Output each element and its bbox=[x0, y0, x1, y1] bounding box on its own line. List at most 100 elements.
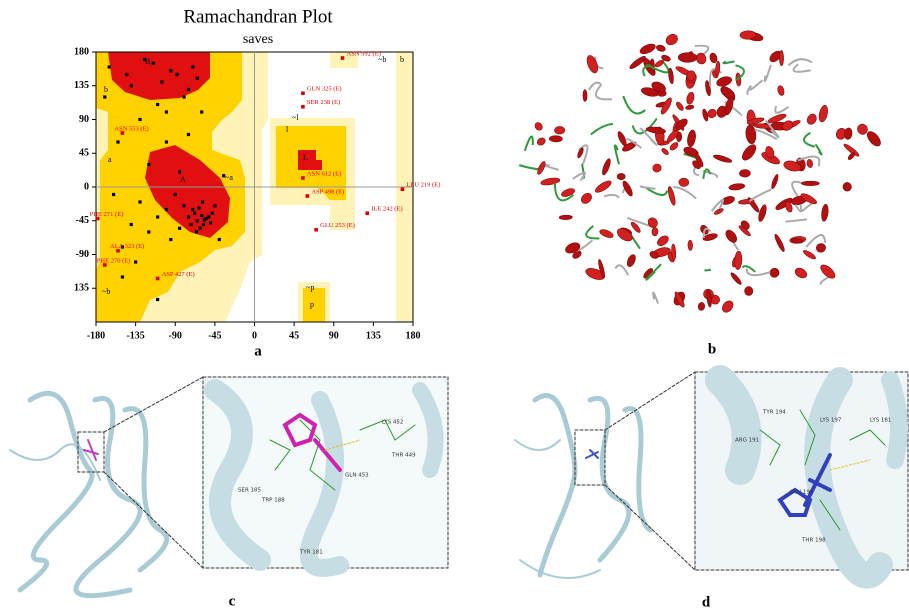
helix bbox=[667, 186, 677, 206]
helix bbox=[713, 153, 733, 163]
point bbox=[195, 230, 198, 233]
ligand bbox=[84, 440, 98, 460]
helix bbox=[818, 104, 830, 122]
coil bbox=[591, 124, 613, 134]
residue-label: THR 198 bbox=[801, 538, 826, 544]
coil bbox=[615, 265, 628, 275]
point bbox=[165, 140, 168, 143]
residue-label: SER 185 bbox=[238, 488, 262, 494]
coil bbox=[816, 144, 822, 154]
helix bbox=[773, 233, 786, 252]
helix bbox=[757, 204, 768, 222]
point bbox=[103, 95, 106, 98]
helix bbox=[583, 90, 587, 102]
panel-label: d bbox=[702, 594, 711, 610]
x-tick-label: 135 bbox=[366, 330, 381, 341]
region-label: p bbox=[310, 300, 314, 309]
region-label: b bbox=[400, 55, 404, 64]
loop bbox=[515, 440, 600, 578]
point bbox=[200, 214, 203, 217]
outlier-point bbox=[156, 277, 160, 281]
helix bbox=[715, 61, 720, 76]
helix bbox=[579, 191, 593, 205]
point bbox=[130, 84, 133, 87]
point bbox=[190, 223, 193, 226]
y-tick-label: 180 bbox=[74, 46, 89, 57]
point bbox=[187, 133, 190, 136]
point bbox=[222, 174, 225, 177]
helix bbox=[549, 135, 562, 142]
x-tick-label: -135 bbox=[126, 330, 144, 341]
helix bbox=[780, 119, 794, 133]
helix bbox=[723, 96, 735, 116]
helix bbox=[685, 104, 694, 110]
helix bbox=[805, 112, 818, 126]
helix bbox=[646, 216, 659, 230]
helix bbox=[802, 249, 817, 261]
point bbox=[207, 215, 210, 218]
point bbox=[178, 227, 181, 230]
point bbox=[213, 204, 216, 207]
point bbox=[182, 204, 185, 207]
helix bbox=[844, 127, 853, 139]
helix bbox=[686, 129, 697, 147]
protein-structure-d bbox=[515, 372, 908, 578]
outlier-label: ASP 498 (E) bbox=[311, 188, 344, 195]
point bbox=[178, 170, 181, 173]
outlier-label: GLN 325 (E) bbox=[307, 86, 342, 93]
point bbox=[147, 163, 150, 166]
point bbox=[191, 208, 194, 211]
helix bbox=[779, 50, 783, 65]
helix bbox=[594, 179, 613, 195]
outlier-point bbox=[301, 105, 305, 109]
y-tick-label: 135 bbox=[74, 283, 89, 294]
point bbox=[201, 200, 204, 203]
residue-label: ARG 191 bbox=[735, 438, 759, 444]
helix bbox=[777, 85, 785, 96]
helix bbox=[654, 59, 665, 68]
region-label: L bbox=[303, 153, 308, 162]
outlier-label: LEU 219 (E) bbox=[406, 182, 440, 189]
chart-subtitle: saves bbox=[243, 32, 273, 47]
point bbox=[116, 140, 119, 143]
point bbox=[202, 223, 205, 226]
helix bbox=[599, 228, 615, 239]
point bbox=[156, 215, 159, 218]
helix bbox=[730, 271, 743, 285]
coil bbox=[525, 136, 533, 150]
residue-label: LYS 181 bbox=[870, 418, 891, 424]
coil bbox=[775, 106, 788, 113]
helix bbox=[744, 286, 753, 296]
panel-label: a bbox=[254, 343, 262, 359]
helix bbox=[646, 126, 666, 135]
point bbox=[130, 223, 133, 226]
ribbon bbox=[590, 398, 629, 560]
helix bbox=[745, 125, 757, 145]
helix bbox=[639, 42, 657, 56]
helix bbox=[728, 183, 745, 191]
outlier-label: ASP 427 (E) bbox=[162, 271, 195, 278]
residue-label: TRP 188 bbox=[261, 498, 285, 504]
helix bbox=[843, 182, 852, 191]
helix bbox=[576, 147, 584, 158]
outlier-point bbox=[301, 91, 305, 95]
outlier-point bbox=[301, 176, 305, 180]
helix bbox=[686, 91, 696, 105]
x-tick-label: 180 bbox=[406, 330, 421, 341]
coil bbox=[804, 133, 815, 147]
region-label: a bbox=[108, 155, 112, 164]
point bbox=[175, 73, 178, 76]
helix bbox=[698, 302, 706, 311]
coil bbox=[794, 64, 811, 71]
point bbox=[218, 238, 221, 241]
coil bbox=[604, 195, 619, 198]
helix bbox=[734, 251, 742, 270]
helix bbox=[652, 227, 659, 236]
coil bbox=[796, 204, 802, 211]
x-tick-label: -90 bbox=[169, 330, 182, 341]
point bbox=[112, 193, 115, 196]
helix bbox=[724, 228, 739, 244]
point bbox=[138, 200, 141, 203]
y-tick-label: 0 bbox=[84, 181, 89, 192]
coil bbox=[596, 85, 612, 100]
